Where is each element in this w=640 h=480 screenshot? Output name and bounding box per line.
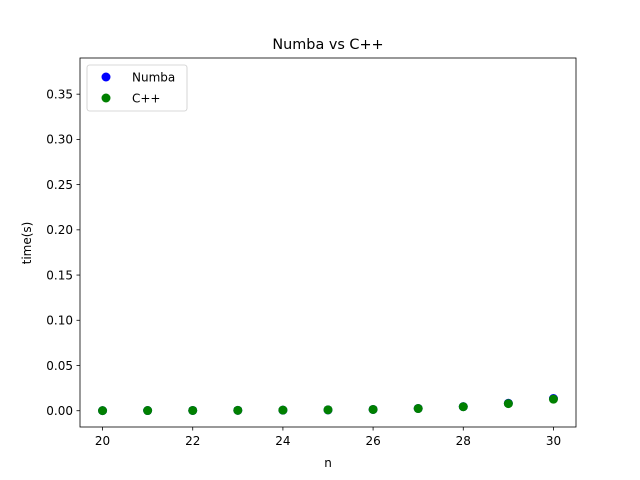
- y-tick-label: 0.00: [46, 404, 73, 418]
- chart-title: Numba vs C++: [272, 37, 383, 53]
- x-tick-label: 22: [185, 434, 200, 448]
- data-point: [413, 404, 423, 414]
- axes: 20 22 24 26 28 30 0.00 0.05 0.10 0.15 0.20 0.25 0.30…: [46, 57, 577, 448]
- data-point: [143, 406, 153, 416]
- data-point: [278, 405, 288, 415]
- x-axis-label: n: [324, 456, 332, 470]
- y-tick-label: 0.30: [46, 133, 73, 147]
- data-point: [233, 405, 243, 415]
- data-point: [548, 394, 558, 404]
- legend-label: C++: [132, 91, 161, 105]
- y-tick-label: 0.15: [46, 268, 73, 282]
- series-1: [98, 394, 558, 416]
- data-point: [503, 399, 513, 409]
- x-tick-label: 30: [546, 434, 561, 448]
- legend-label: Numba: [132, 70, 175, 84]
- x-tick-label: 28: [456, 434, 471, 448]
- y-tick-label: 0.25: [46, 178, 73, 192]
- data-point: [98, 406, 108, 416]
- legend-marker: [101, 72, 111, 82]
- x-tick-label: 26: [365, 434, 380, 448]
- data-point: [188, 405, 198, 415]
- axes-frame: [79, 57, 577, 428]
- y-tick-label: 0.35: [46, 87, 73, 101]
- y-tick-label: 0.10: [46, 314, 73, 328]
- x-tick-label: 20: [95, 434, 110, 448]
- data-point: [323, 405, 333, 415]
- plot-area: [98, 394, 558, 416]
- y-tick-label: 0.05: [46, 359, 73, 373]
- data-point: [458, 402, 468, 412]
- y-axis-label: time(s): [20, 222, 34, 265]
- data-point: [368, 404, 378, 414]
- legend: Numba C++: [86, 64, 188, 112]
- y-tick-label: 0.20: [46, 223, 73, 237]
- x-tick-label: 24: [275, 434, 290, 448]
- legend-box: [86, 64, 188, 112]
- legend-marker: [101, 93, 111, 103]
